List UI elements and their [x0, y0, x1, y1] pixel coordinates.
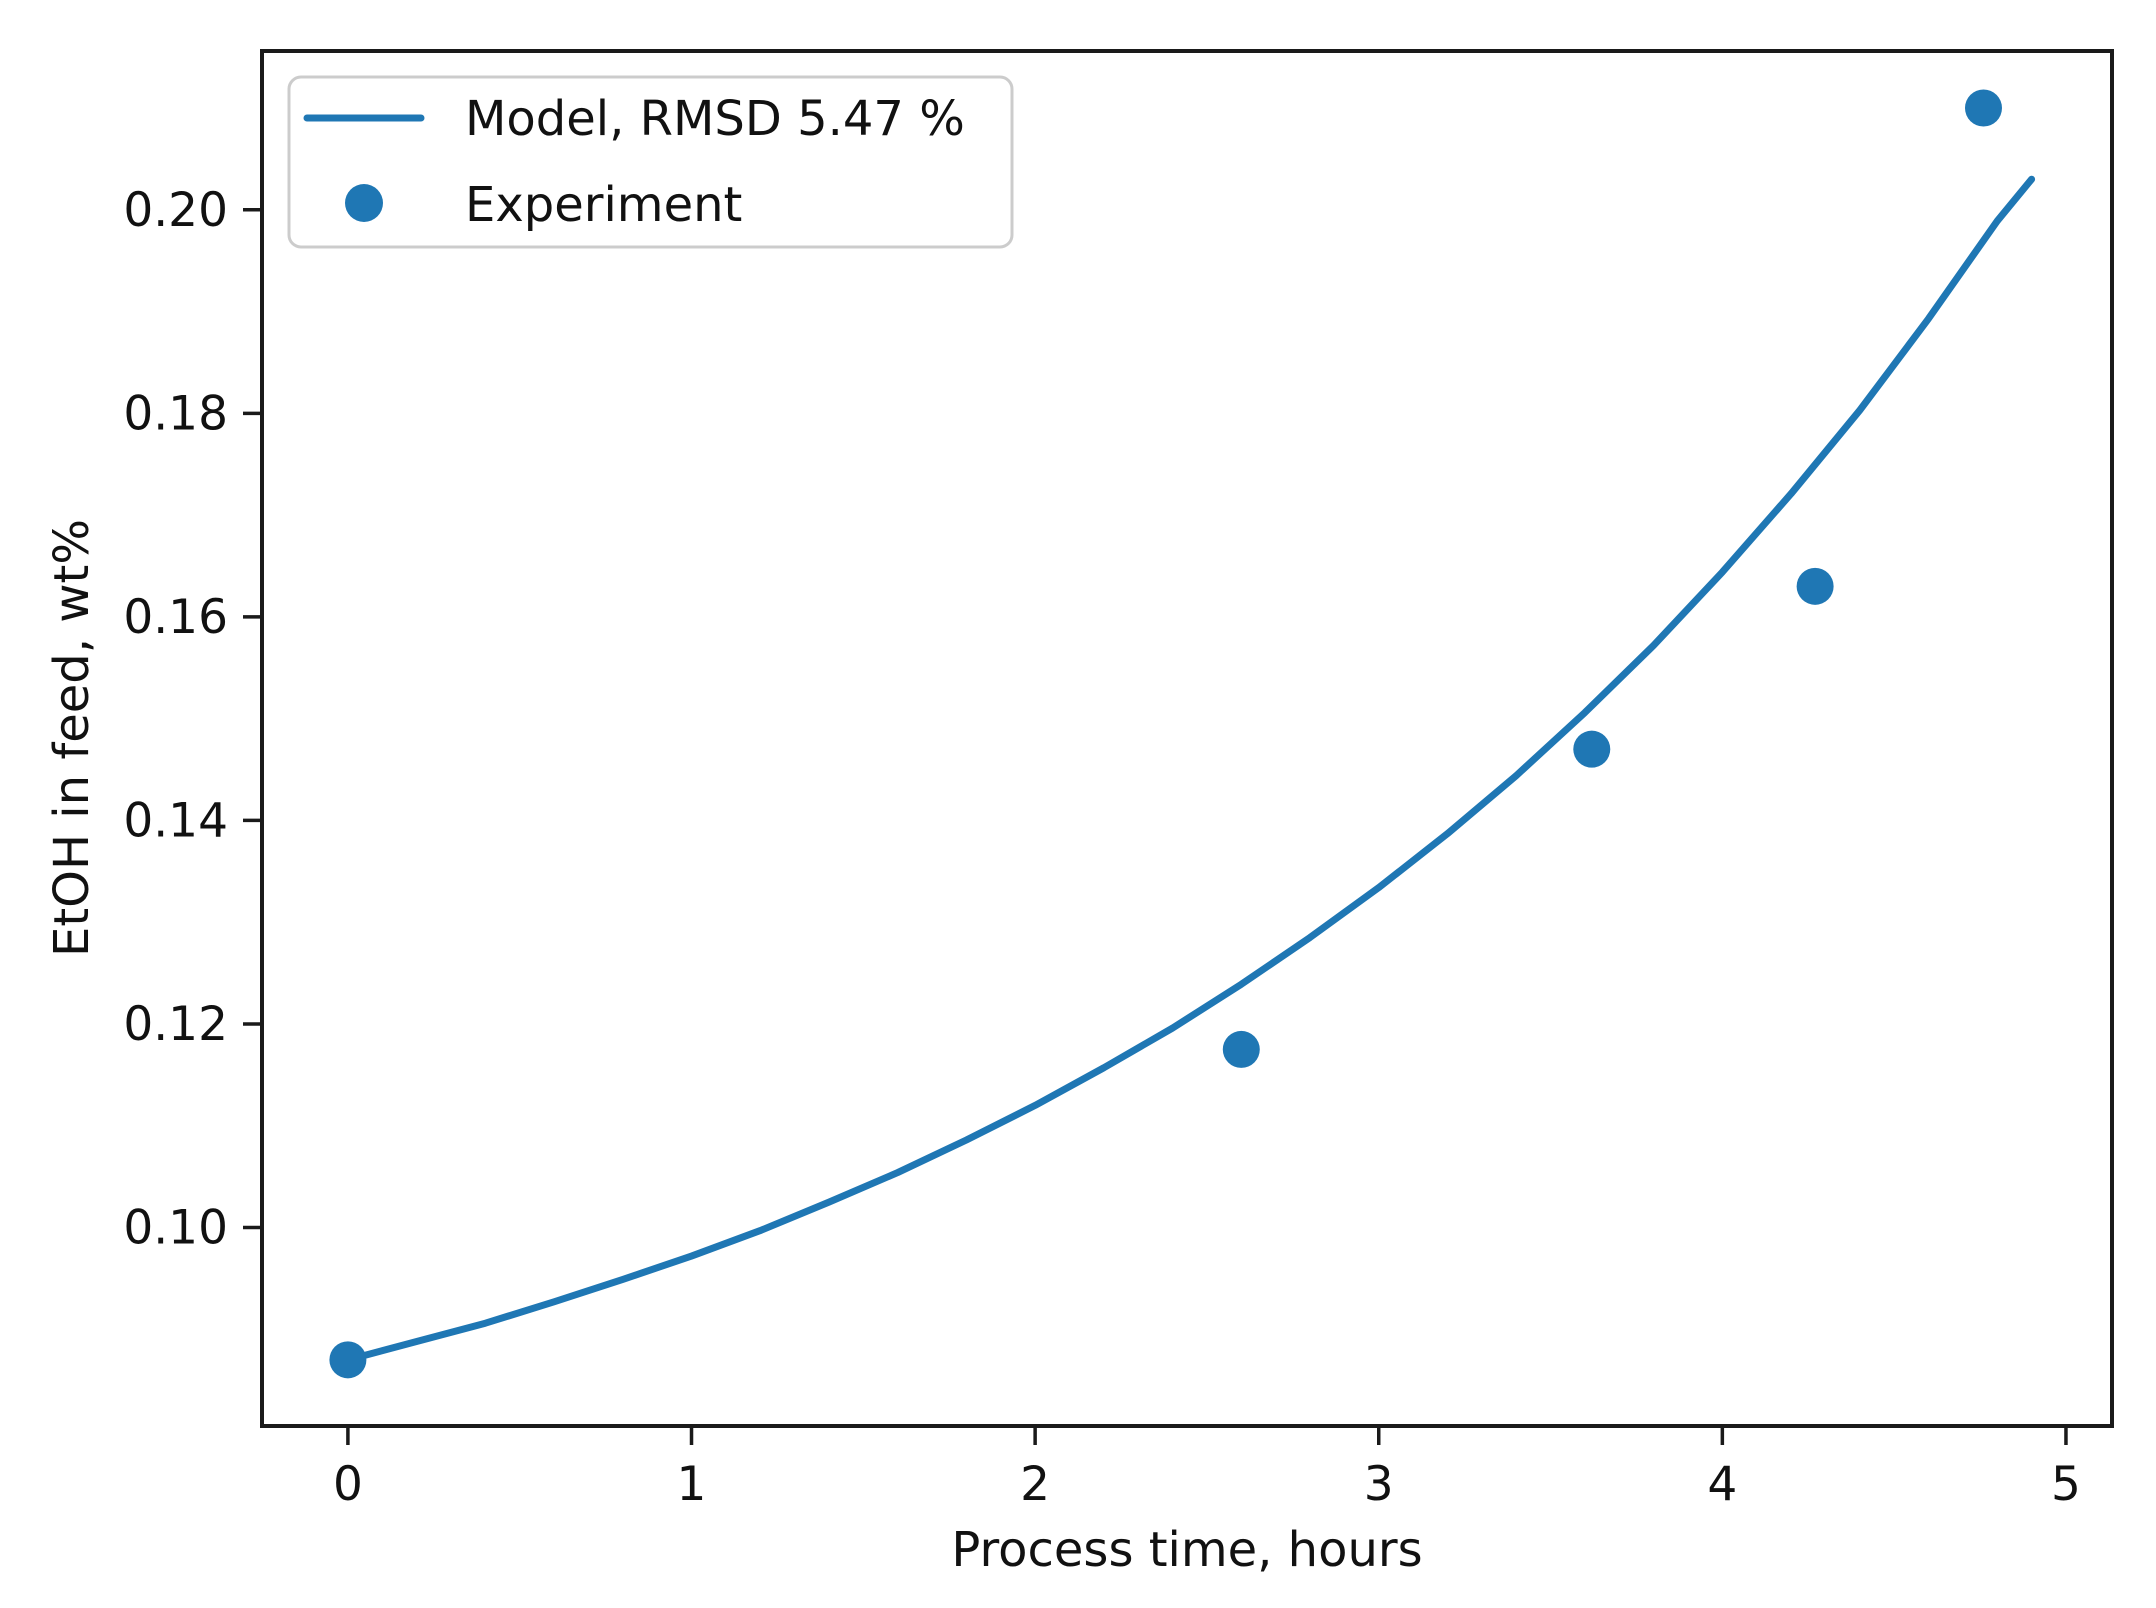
model-line-series: [344, 175, 2036, 1364]
x-tick-label: 3: [1364, 1457, 1394, 1512]
x-axis-label: Process time, hours: [951, 1522, 1422, 1578]
legend-frame: [287, 75, 1014, 249]
x-tick-label: 4: [1707, 1457, 1737, 1512]
x-tick-label: 1: [677, 1457, 707, 1512]
experiment-point: [1222, 1030, 1260, 1068]
x-tick-label: 2: [1020, 1457, 1050, 1512]
y-tick-label: 0.10: [123, 1201, 228, 1256]
y-tick-label: 0.18: [123, 386, 228, 441]
experiment-point: [1964, 89, 2002, 127]
legend-marker-swatch: [345, 184, 383, 222]
legend-entry-experiment: Experiment: [465, 177, 742, 233]
experiment-point: [329, 1341, 367, 1379]
y-tick-label: 0.16: [123, 590, 228, 645]
x-tick-label: 0: [333, 1457, 363, 1512]
experiment-point: [1573, 730, 1611, 768]
y-tick-label: 0.20: [123, 183, 228, 238]
x-tick-label: 5: [2051, 1457, 2081, 1512]
axes-frame: [260, 49, 2114, 1428]
x-axis-ticks: 0 1 2 3 4 5: [333, 1426, 2081, 1512]
y-tick-label: 0.12: [123, 997, 228, 1052]
y-axis-ticks: 0.10 0.12 0.14 0.16 0.18 0.20: [123, 183, 262, 1256]
legend-entry-model: Model, RMSD 5.47 %: [465, 91, 965, 147]
y-axis-label: EtOH in feed, wt%: [44, 519, 100, 957]
y-tick-label: 0.14: [123, 793, 228, 848]
legend: Model, RMSD 5.47 % Experiment: [287, 75, 1014, 249]
experiment-scatter-series: [329, 89, 2002, 1379]
experiment-point: [1796, 567, 1834, 605]
